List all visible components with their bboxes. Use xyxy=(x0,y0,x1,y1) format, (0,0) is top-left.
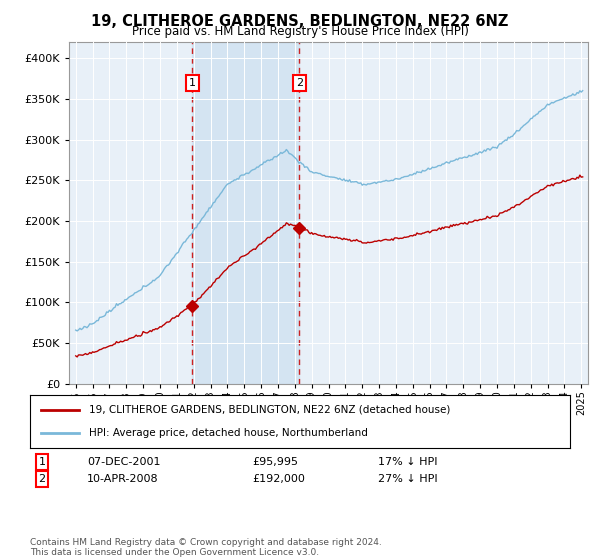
Text: 1: 1 xyxy=(189,78,196,88)
Text: 10-APR-2008: 10-APR-2008 xyxy=(87,474,158,484)
Text: 17% ↓ HPI: 17% ↓ HPI xyxy=(378,457,437,467)
Text: Price paid vs. HM Land Registry's House Price Index (HPI): Price paid vs. HM Land Registry's House … xyxy=(131,25,469,38)
Text: £192,000: £192,000 xyxy=(252,474,305,484)
Text: 19, CLITHEROE GARDENS, BEDLINGTON, NE22 6NZ (detached house): 19, CLITHEROE GARDENS, BEDLINGTON, NE22 … xyxy=(89,405,451,415)
Bar xyxy=(193,42,299,384)
Text: HPI: Average price, detached house, Northumberland: HPI: Average price, detached house, Nort… xyxy=(89,428,368,438)
Text: £95,995: £95,995 xyxy=(252,457,298,467)
Text: 27% ↓ HPI: 27% ↓ HPI xyxy=(378,474,437,484)
Text: Contains HM Land Registry data © Crown copyright and database right 2024.
This d: Contains HM Land Registry data © Crown c… xyxy=(30,538,382,557)
Text: 19, CLITHEROE GARDENS, BEDLINGTON, NE22 6NZ: 19, CLITHEROE GARDENS, BEDLINGTON, NE22 … xyxy=(91,14,509,29)
Text: 1: 1 xyxy=(38,457,46,467)
Text: 07-DEC-2001: 07-DEC-2001 xyxy=(87,457,161,467)
Text: 2: 2 xyxy=(296,78,303,88)
Text: 2: 2 xyxy=(38,474,46,484)
